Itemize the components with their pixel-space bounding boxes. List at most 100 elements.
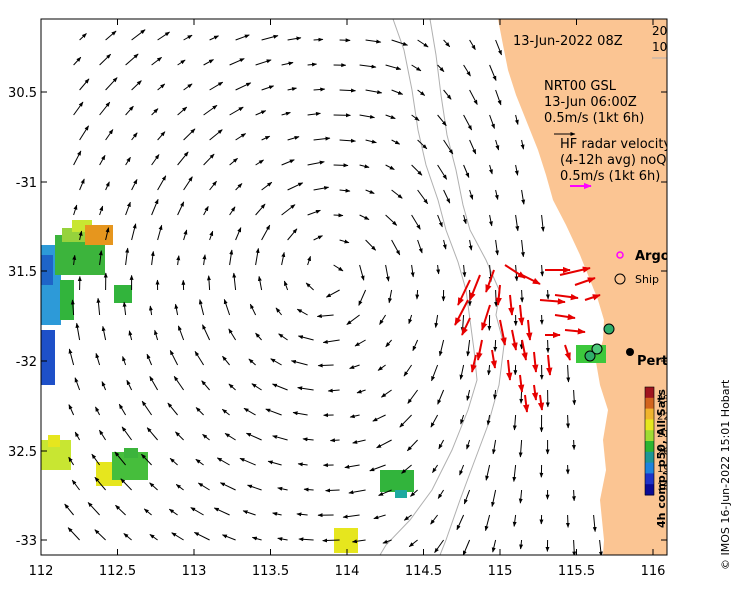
model-arrow — [391, 239, 401, 256]
model-arrow — [438, 339, 445, 357]
model-arrow — [125, 156, 131, 166]
colorbar-segment — [645, 397, 654, 410]
model-arrow — [493, 389, 498, 400]
model-arrow — [105, 181, 110, 191]
model-arrow — [223, 298, 231, 316]
model-arrow — [99, 205, 104, 216]
model-arrow — [131, 132, 138, 141]
plot-frame — [40, 18, 668, 556]
model-arrow — [79, 125, 89, 141]
model-arrow — [412, 339, 419, 352]
city-label: Perth — [637, 354, 677, 369]
model-arrow — [303, 487, 314, 492]
radar-arrow — [511, 329, 518, 351]
model-arrow — [572, 539, 577, 555]
model-arrow — [209, 35, 220, 41]
colorbar-segment — [645, 451, 654, 464]
model-arrow — [365, 239, 376, 251]
model-arrow — [521, 189, 526, 205]
model-arrow — [120, 478, 132, 491]
x-tick-label: 114 — [335, 564, 360, 579]
model-arrow — [248, 358, 256, 366]
model-arrow — [64, 503, 74, 516]
model-arrow — [358, 289, 367, 306]
model-arrow — [126, 379, 133, 391]
model-arrow — [235, 34, 250, 41]
model-arrow — [432, 464, 439, 474]
model-arrow — [203, 153, 215, 166]
model-arrow — [297, 462, 308, 467]
model-arrow — [183, 83, 193, 91]
model-arrow — [462, 214, 467, 225]
model-arrow — [79, 178, 85, 191]
radar-arrow — [554, 293, 579, 301]
model-arrow — [349, 364, 360, 369]
radar-arrow — [506, 359, 513, 381]
model-arrow — [75, 322, 81, 341]
model-arrow — [87, 502, 100, 516]
model-arrow — [281, 159, 295, 166]
model-arrow — [415, 289, 420, 300]
ship-marker — [614, 273, 626, 285]
colorbar-segment — [645, 419, 654, 431]
model-arrow — [154, 329, 159, 341]
model-arrow — [514, 114, 519, 125]
colorbar-tick-label: 21 — [657, 429, 670, 440]
model-arrow — [391, 89, 404, 95]
model-arrow — [430, 514, 438, 525]
model-arrow — [495, 139, 500, 151]
model-arrow — [177, 106, 188, 116]
model-arrow — [229, 157, 238, 166]
model-arrow — [73, 56, 82, 66]
model-arrow — [493, 339, 498, 352]
colorbar-segment — [645, 473, 654, 485]
model-arrow — [115, 504, 126, 516]
model-arrow — [222, 355, 230, 366]
x-tick-label: 115 — [488, 564, 513, 579]
model-arrow — [379, 314, 387, 325]
model-arrow — [267, 460, 282, 466]
model-arrow — [486, 414, 491, 426]
model-arrow — [436, 264, 441, 275]
x-tick-label: 116 — [641, 564, 666, 579]
model-arrow — [484, 514, 491, 532]
model-arrow — [148, 305, 153, 316]
model-arrow — [177, 59, 186, 66]
model-arrow — [257, 275, 263, 291]
model-arrow — [261, 181, 273, 191]
model-arrow — [203, 205, 209, 216]
model-arrow — [459, 464, 465, 476]
model-arrow — [325, 488, 340, 493]
model-arrow — [101, 325, 107, 341]
ship-position — [591, 343, 603, 355]
radar-arrow — [574, 277, 596, 286]
model-arrow — [114, 451, 126, 466]
model-arrow — [365, 39, 382, 44]
model-arrow — [339, 138, 356, 143]
model-arrow — [466, 389, 471, 401]
colorbar-tick-label: 22 — [657, 412, 670, 423]
model-arrow — [466, 439, 471, 450]
ship-position — [603, 323, 615, 335]
model-arrow — [354, 339, 366, 347]
model-arrow — [359, 64, 377, 69]
model-arrow — [296, 512, 308, 517]
radar-arrow — [476, 339, 483, 361]
model-arrow — [183, 34, 193, 41]
model-arrow — [235, 82, 252, 91]
model-arrow — [380, 389, 392, 398]
y-tick-label: -32 — [16, 355, 37, 370]
model-arrow — [339, 88, 357, 93]
model-arrow — [281, 251, 286, 266]
model-arrow — [151, 56, 162, 66]
model-arrow — [125, 201, 131, 216]
model-arrow — [512, 464, 517, 482]
model-arrow — [141, 400, 153, 416]
radar-arrow — [508, 294, 515, 316]
ship-position — [584, 350, 596, 362]
model-arrow — [351, 539, 366, 544]
model-arrow — [463, 164, 470, 178]
model-arrow — [229, 206, 236, 216]
model-arrow — [348, 489, 366, 495]
model-arrow — [462, 539, 471, 555]
